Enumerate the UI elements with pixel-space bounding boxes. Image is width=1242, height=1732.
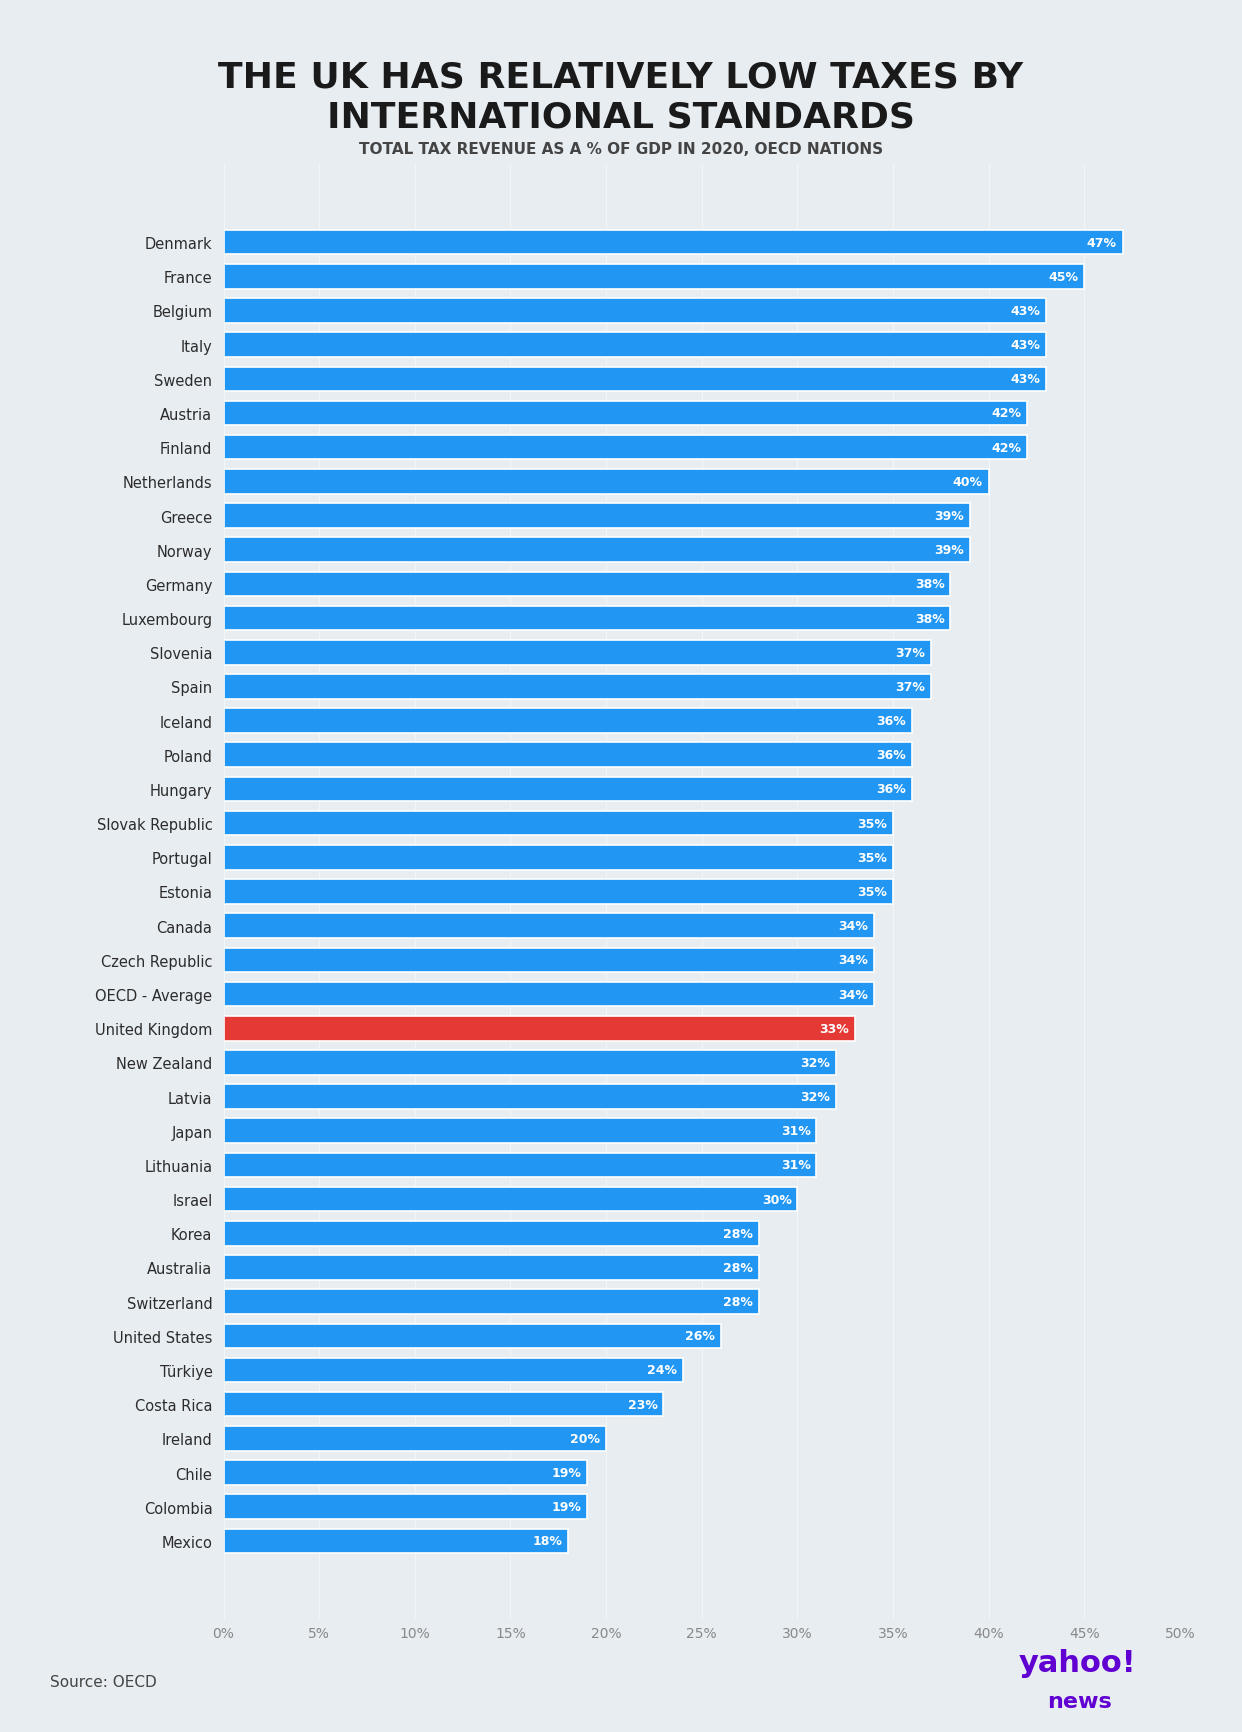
Bar (224, 1256, 759, 1280)
Text: 34%: 34% (838, 987, 868, 1001)
Text: news: news (1047, 1690, 1112, 1711)
Bar (224, 1358, 683, 1382)
Text: yahoo!: yahoo! (1018, 1647, 1136, 1677)
Bar (224, 469, 989, 494)
Bar (224, 743, 912, 767)
Text: THE UK HAS RELATIVELY LOW TAXES BY: THE UK HAS RELATIVELY LOW TAXES BY (219, 61, 1023, 95)
Bar (224, 1290, 759, 1315)
Text: 31%: 31% (781, 1159, 811, 1173)
Text: INTERNATIONAL STANDARDS: INTERNATIONAL STANDARDS (327, 100, 915, 135)
Bar (224, 914, 874, 939)
Bar (224, 300, 1046, 324)
Text: 43%: 43% (1011, 372, 1041, 386)
Bar (224, 1425, 606, 1451)
Bar (224, 1154, 816, 1178)
Text: 28%: 28% (724, 1261, 754, 1275)
Bar (224, 436, 1027, 461)
Text: 43%: 43% (1011, 305, 1041, 317)
Bar (224, 947, 874, 973)
Text: 32%: 32% (800, 1091, 830, 1103)
Bar (224, 1393, 663, 1417)
Bar (224, 708, 912, 733)
Text: 19%: 19% (551, 1500, 581, 1514)
Text: 45%: 45% (1048, 270, 1078, 284)
Text: 35%: 35% (857, 852, 887, 864)
Text: 23%: 23% (628, 1398, 658, 1412)
Text: 36%: 36% (877, 715, 907, 727)
Bar (224, 778, 912, 802)
Bar (224, 1119, 816, 1143)
Text: 20%: 20% (570, 1432, 600, 1444)
Bar (224, 333, 1046, 359)
Bar (224, 1186, 797, 1212)
Text: 37%: 37% (895, 681, 925, 693)
Text: 42%: 42% (991, 442, 1021, 454)
Bar (224, 675, 932, 700)
Text: 33%: 33% (820, 1022, 850, 1036)
Bar (224, 1017, 854, 1041)
Text: 24%: 24% (647, 1363, 677, 1377)
Bar (224, 1084, 836, 1108)
Bar (224, 572, 950, 598)
Text: 42%: 42% (991, 407, 1021, 421)
Text: 37%: 37% (895, 646, 925, 660)
Text: 39%: 39% (934, 509, 964, 523)
Text: 38%: 38% (915, 578, 945, 591)
Bar (224, 811, 893, 837)
Bar (224, 1495, 587, 1519)
Text: 34%: 34% (838, 920, 868, 932)
Bar (224, 1051, 836, 1076)
Text: 34%: 34% (838, 954, 868, 966)
Bar (224, 1460, 587, 1484)
Bar (224, 230, 1123, 255)
Bar (224, 606, 950, 630)
Text: TOTAL TAX REVENUE AS A % OF GDP IN 2020, OECD NATIONS: TOTAL TAX REVENUE AS A % OF GDP IN 2020,… (359, 142, 883, 158)
Bar (224, 1323, 720, 1347)
Text: 30%: 30% (761, 1193, 791, 1205)
Bar (224, 539, 970, 563)
Bar (224, 641, 932, 665)
Text: 47%: 47% (1087, 237, 1117, 249)
Bar (224, 504, 970, 528)
Text: 43%: 43% (1011, 339, 1041, 352)
Text: 28%: 28% (724, 1226, 754, 1240)
Bar (224, 402, 1027, 426)
Text: 26%: 26% (686, 1330, 715, 1342)
Bar (224, 265, 1084, 289)
Text: 35%: 35% (857, 885, 887, 899)
Text: 36%: 36% (877, 748, 907, 762)
Text: 19%: 19% (551, 1467, 581, 1479)
Text: 36%: 36% (877, 783, 907, 797)
Bar (224, 982, 874, 1006)
Text: 32%: 32% (800, 1057, 830, 1069)
Bar (224, 845, 893, 869)
Text: 18%: 18% (533, 1535, 563, 1547)
Bar (224, 1529, 568, 1554)
Bar (224, 880, 893, 904)
Text: 40%: 40% (953, 476, 982, 488)
Text: 28%: 28% (724, 1296, 754, 1308)
Text: Source: OECD: Source: OECD (50, 1673, 156, 1689)
Text: 35%: 35% (857, 818, 887, 830)
Bar (224, 367, 1046, 391)
Text: 38%: 38% (915, 611, 945, 625)
Text: 39%: 39% (934, 544, 964, 558)
Bar (224, 1221, 759, 1245)
Text: 31%: 31% (781, 1124, 811, 1138)
